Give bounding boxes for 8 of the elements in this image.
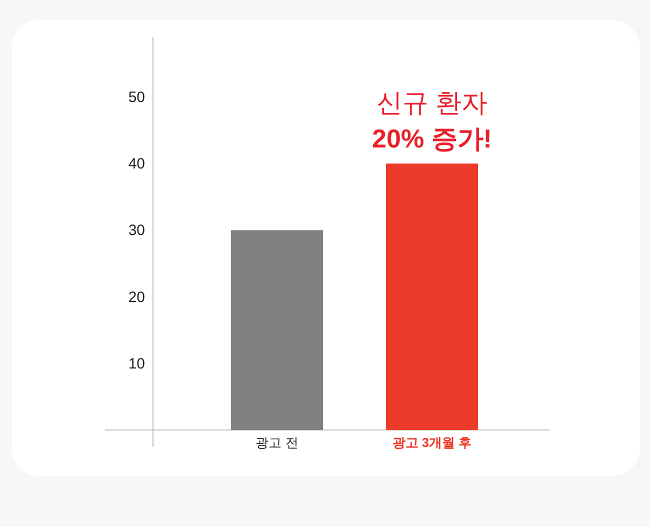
x-tick-label: 광고 3개월 후 <box>392 435 472 450</box>
y-tick-label: 50 <box>128 88 145 106</box>
y-tick-label: 30 <box>128 222 145 240</box>
y-tick-label: 20 <box>128 288 145 306</box>
y-tick-label: 40 <box>128 156 145 173</box>
y-tick-label: 10 <box>128 355 145 372</box>
annotation: 신규 환자 20% 증가! <box>372 88 492 154</box>
x-tick-label: 광고 전 <box>256 435 298 450</box>
